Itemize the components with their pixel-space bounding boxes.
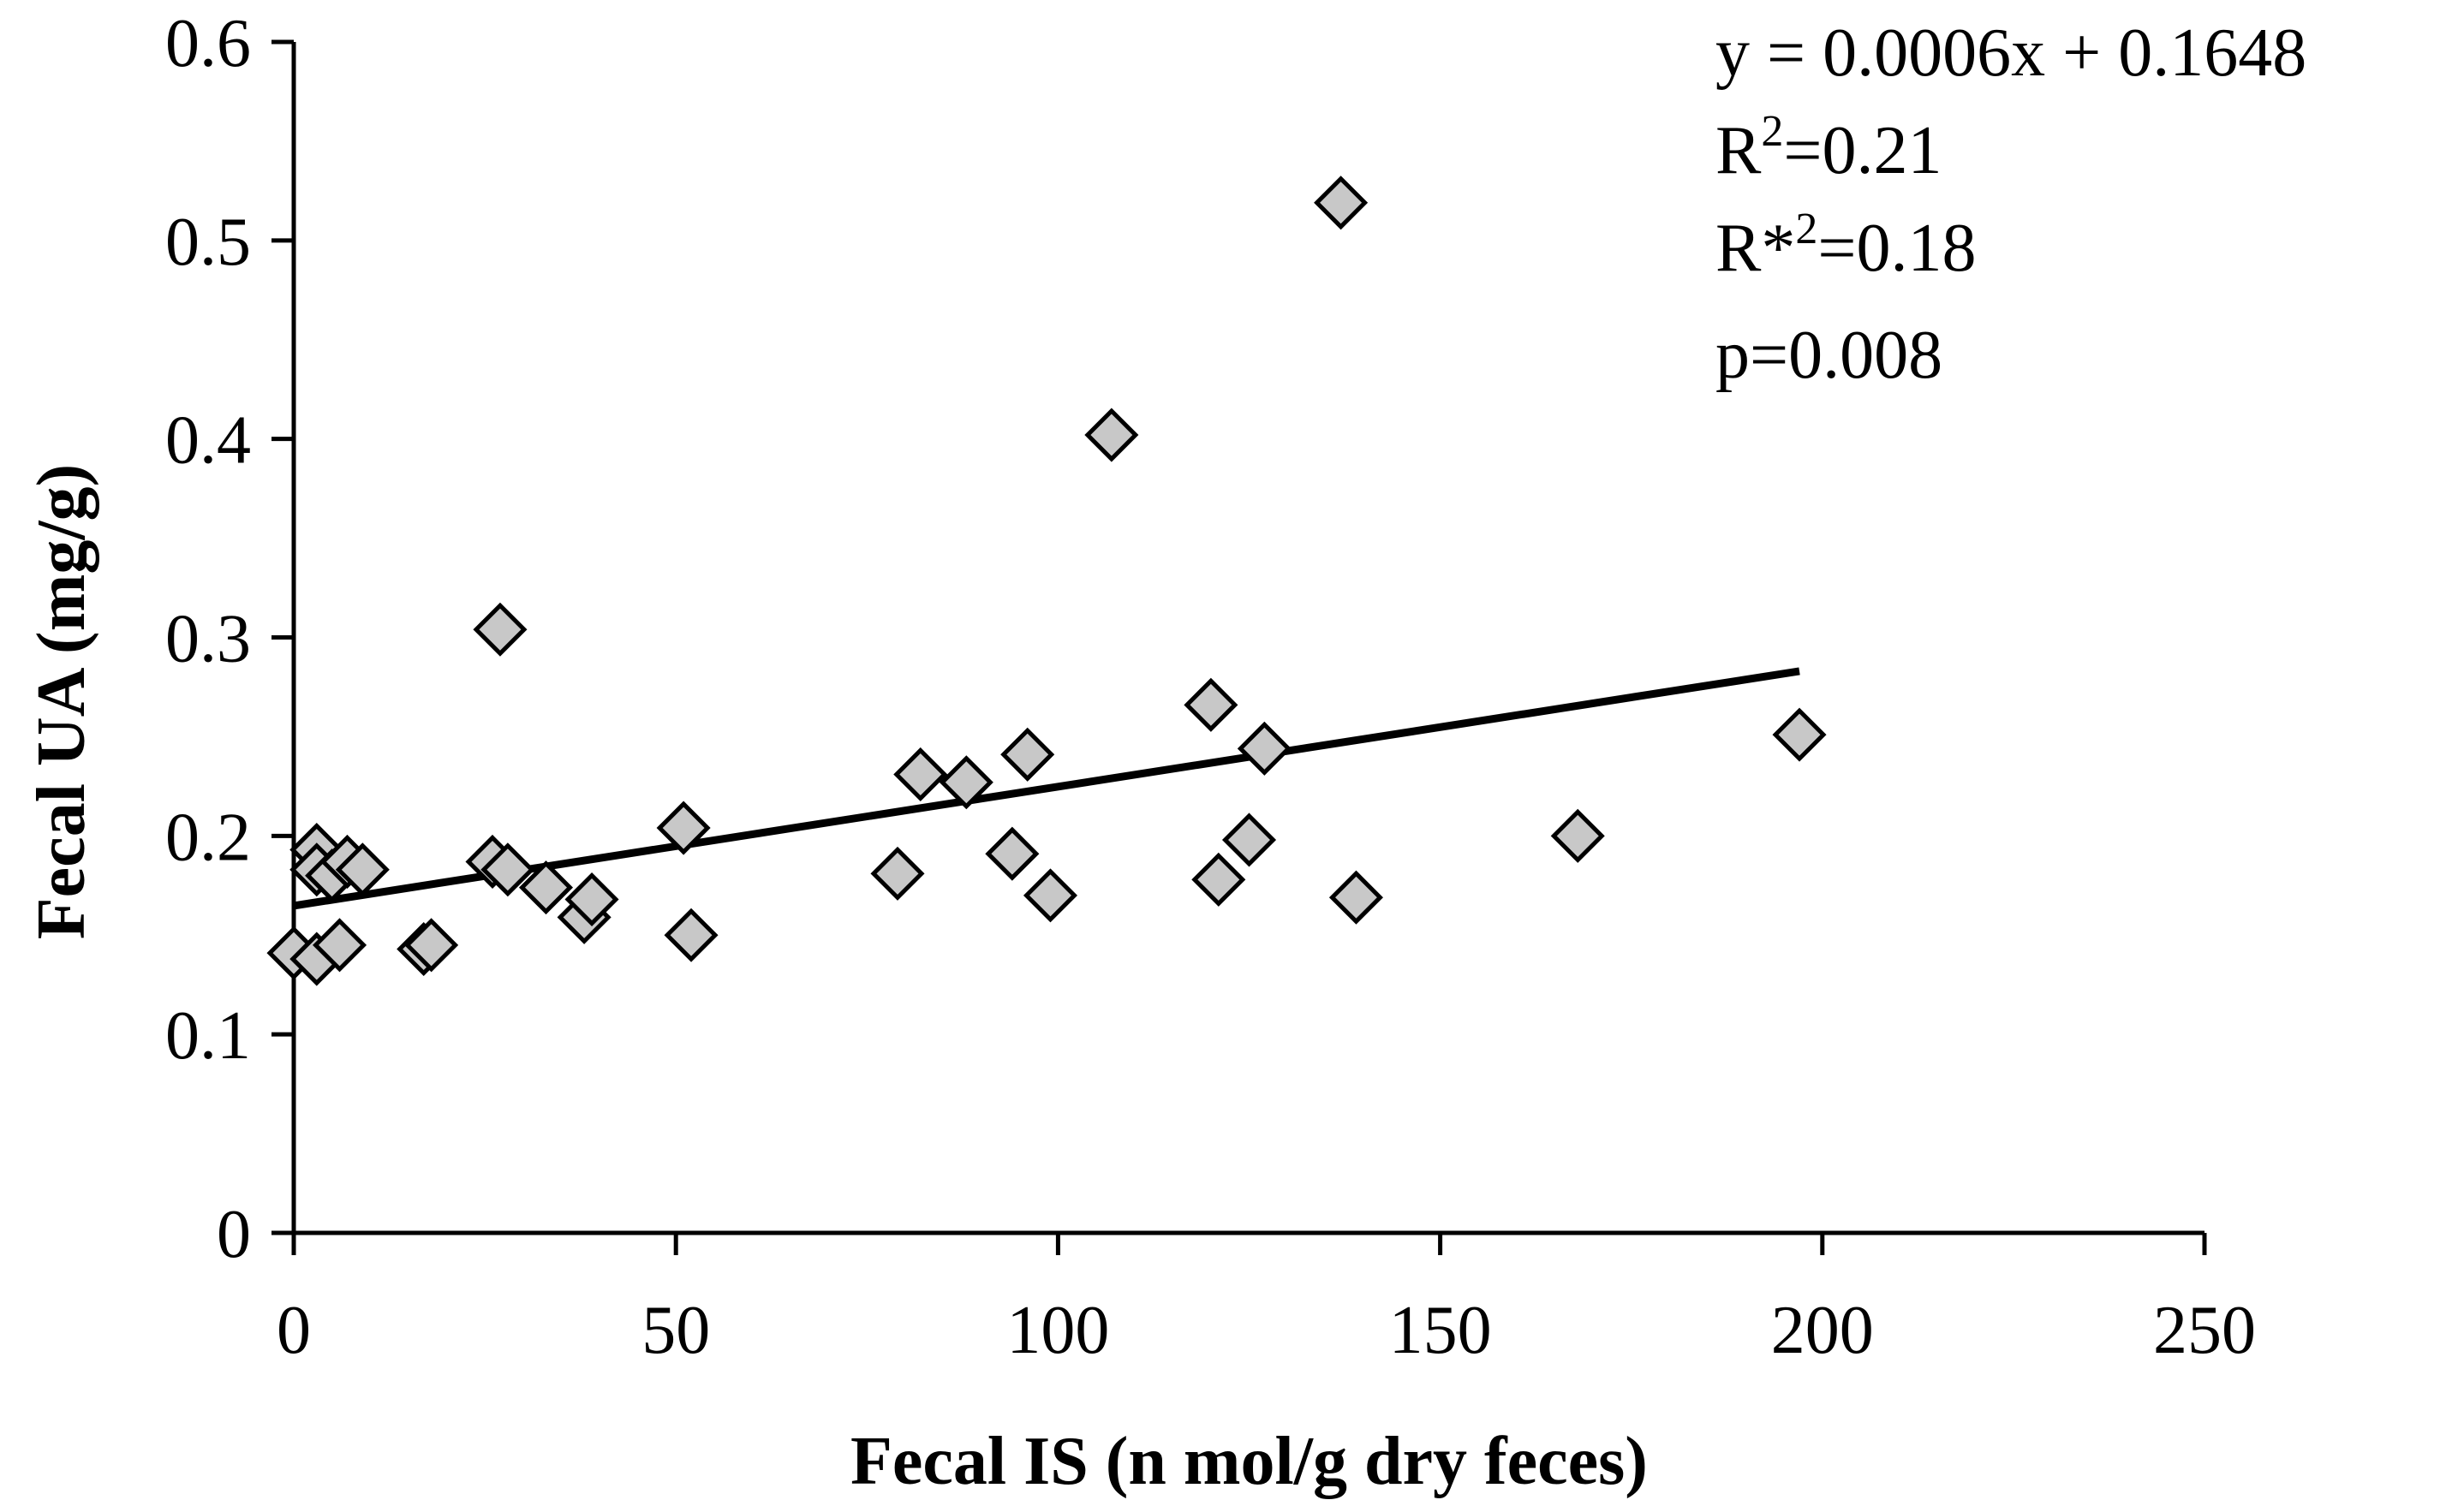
data-point xyxy=(564,872,619,927)
y-ticks: 0 0.1 0.2 0.3 0.4 0.5 0.6 xyxy=(165,6,294,1272)
data-point xyxy=(1328,870,1383,925)
data-point xyxy=(664,908,719,962)
data-point xyxy=(1191,852,1246,907)
data-point xyxy=(1221,813,1277,867)
x-tick-label: 150 xyxy=(1389,1293,1492,1368)
data-point xyxy=(1023,868,1078,923)
x-tick-label: 200 xyxy=(1771,1293,1874,1368)
data-point xyxy=(473,602,528,657)
y-axis-title: Fecal UA (mg/g) xyxy=(24,464,99,939)
r2-value: =0.21 xyxy=(1783,113,1942,188)
y-tick-label: 0 xyxy=(217,1197,251,1272)
r-squared-label: R2=0.21 xyxy=(1715,107,1942,188)
regression-annotations: y = 0.0006x + 0.1648 R2=0.21 R*2=0.18 p=… xyxy=(1715,15,2306,393)
y-tick-label: 0.4 xyxy=(165,403,251,479)
data-point xyxy=(985,826,1040,881)
r2-prefix: R xyxy=(1715,113,1762,188)
data-point xyxy=(335,842,390,897)
data-points xyxy=(266,176,1827,986)
rstar2-prefix: R* xyxy=(1715,211,1795,286)
y-tick-label: 0.1 xyxy=(165,998,251,1074)
x-ticks: 0 50 100 150 200 250 xyxy=(277,1233,2256,1368)
x-tick-label: 100 xyxy=(1006,1293,1109,1368)
data-point xyxy=(1772,707,1827,762)
data-point xyxy=(1084,408,1139,462)
data-point xyxy=(313,918,367,973)
y-tick-label: 0.6 xyxy=(165,6,251,81)
data-point xyxy=(939,755,993,810)
x-tick-label: 250 xyxy=(2153,1293,2256,1368)
data-point xyxy=(1237,721,1292,776)
y-tick-label: 0.5 xyxy=(165,205,251,280)
x-axis-title: Fecal IS (n mol/g dry feces) xyxy=(850,1424,1648,1499)
y-tick-label: 0.2 xyxy=(165,800,251,875)
rstar2-value: =0.18 xyxy=(1817,211,1976,286)
data-point xyxy=(870,846,925,901)
data-point xyxy=(518,860,574,915)
data-point xyxy=(1184,677,1238,732)
r2-superscript: 2 xyxy=(1761,107,1783,156)
r-star-squared-label: R*2=0.18 xyxy=(1715,205,1976,286)
data-point xyxy=(480,842,535,897)
data-point xyxy=(1000,727,1055,782)
y-tick-label: 0.3 xyxy=(165,602,251,677)
regression-equation: y = 0.0006x + 0.1648 xyxy=(1715,15,2306,91)
data-point xyxy=(404,918,459,973)
x-tick-label: 0 xyxy=(277,1293,311,1368)
data-point xyxy=(1314,176,1369,230)
data-point xyxy=(1550,808,1605,863)
data-point xyxy=(656,801,711,855)
p-value-label: p=0.008 xyxy=(1715,318,1942,393)
x-tick-label: 50 xyxy=(641,1293,710,1368)
data-point xyxy=(893,747,948,802)
rstar2-superscript: 2 xyxy=(1795,205,1817,253)
